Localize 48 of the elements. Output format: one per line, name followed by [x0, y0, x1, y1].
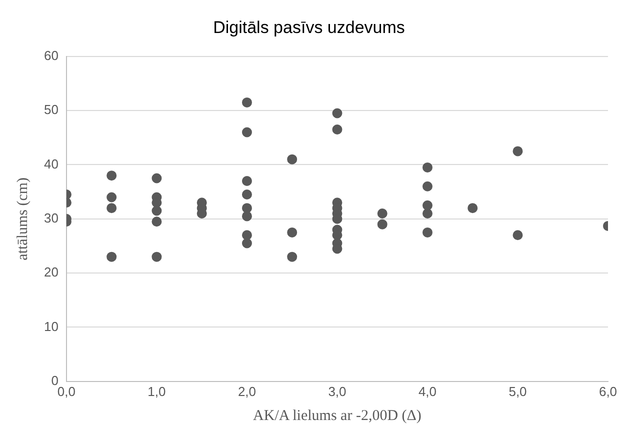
y-tick-label: 20 — [44, 264, 58, 280]
point — [106, 170, 117, 181]
point — [106, 192, 117, 202]
point — [422, 227, 432, 238]
point — [377, 208, 388, 218]
x-axis-title: AK/A lielums ar -2,00D (Δ) — [253, 408, 422, 424]
x-tick-label: 1,0 — [148, 384, 166, 399]
point — [422, 181, 432, 192]
point — [332, 124, 342, 135]
x-tick-label: 2,0 — [238, 384, 256, 399]
y-tick-label: 40 — [44, 156, 58, 172]
point — [422, 200, 432, 210]
point — [287, 154, 298, 164]
y-tick-label: 30 — [44, 210, 58, 226]
x-tick-label: 4,0 — [418, 384, 437, 399]
point — [242, 190, 252, 200]
y-tick-label: 10 — [44, 318, 58, 334]
point — [152, 173, 162, 184]
y-axis-title: attālums (cm) — [14, 177, 31, 260]
x-tick-label: 5,0 — [508, 384, 527, 399]
point — [512, 230, 523, 240]
point — [377, 219, 388, 230]
x-tick-label: 6,0 — [598, 384, 618, 399]
point — [106, 252, 117, 262]
point — [512, 146, 523, 156]
point — [242, 211, 252, 222]
point — [242, 238, 252, 248]
y-tick-label: 60 — [44, 48, 58, 63]
point — [242, 176, 252, 186]
point — [242, 97, 252, 108]
point — [152, 216, 162, 227]
point — [287, 252, 298, 262]
point — [152, 206, 162, 216]
point — [332, 108, 342, 118]
point — [287, 227, 298, 238]
point — [152, 252, 162, 262]
point — [106, 203, 117, 214]
x-tick-label: 3,0 — [328, 384, 346, 399]
point — [242, 203, 252, 214]
point — [468, 203, 478, 214]
point — [242, 127, 252, 138]
point — [242, 230, 252, 240]
chart-title: Digitāls pasīvs uzdevums — [213, 18, 405, 37]
y-tick-label: 0 — [51, 372, 58, 388]
point — [422, 162, 432, 172]
y-tick-label: 50 — [44, 102, 58, 118]
point — [422, 208, 432, 218]
x-tick-label: 0,0 — [57, 384, 76, 399]
